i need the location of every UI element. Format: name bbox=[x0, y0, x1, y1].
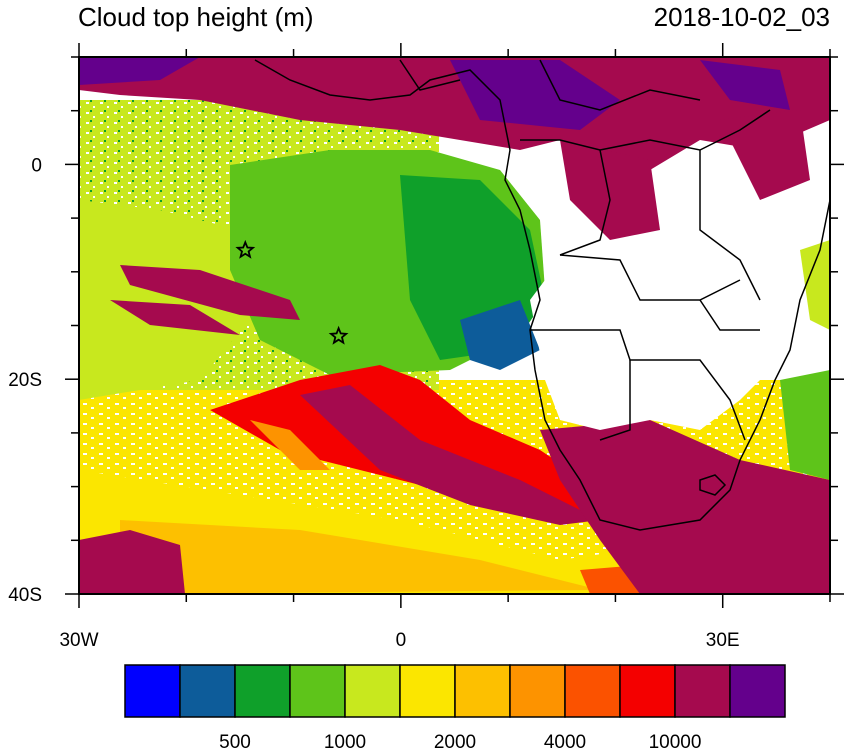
colorbar-label: 500 bbox=[219, 732, 251, 750]
axis-labels: 30W 0 30E 0 20S 40S bbox=[8, 155, 739, 651]
star-marker bbox=[328, 325, 349, 345]
axis-ticks bbox=[65, 43, 844, 608]
high-cloud-southeast bbox=[540, 420, 830, 594]
clear-sky-land bbox=[530, 260, 790, 430]
chart-title: Cloud top height (m) bbox=[78, 2, 314, 32]
colorbar-swatch bbox=[454, 664, 511, 718]
colorbar-label: 1000 bbox=[324, 732, 366, 750]
colorbar: 500 1000 2000 4000 10000 bbox=[124, 664, 786, 750]
colorbar-label: 10000 bbox=[649, 732, 702, 750]
colorbar-swatch bbox=[344, 664, 401, 718]
x-tick-label: 0 bbox=[396, 630, 407, 651]
colorbar-swatch bbox=[179, 664, 236, 718]
country-borders bbox=[254, 59, 830, 531]
colorbar-swatch bbox=[289, 664, 346, 718]
colorbar-label: 4000 bbox=[544, 732, 586, 750]
star-marker bbox=[235, 239, 256, 259]
x-tick-label: 30W bbox=[59, 630, 98, 651]
cloud-field bbox=[79, 57, 830, 594]
x-tick-label: 30E bbox=[706, 630, 740, 651]
colorbar-swatch bbox=[124, 664, 181, 718]
y-tick-label: 0 bbox=[31, 155, 42, 176]
colorbar-swatch bbox=[729, 664, 786, 718]
colorbar-swatch bbox=[619, 664, 676, 718]
colorbar-swatch bbox=[674, 664, 731, 718]
colorbar-swatch bbox=[399, 664, 456, 718]
marker-layer bbox=[235, 239, 349, 345]
y-tick-label: 20S bbox=[8, 370, 42, 391]
colorbar-swatch bbox=[509, 664, 566, 718]
colorbar-swatch bbox=[234, 664, 291, 718]
colorbar-swatch bbox=[564, 664, 621, 718]
colorbar-label: 2000 bbox=[434, 732, 476, 750]
timestamp: 2018-10-02_03 bbox=[653, 2, 830, 32]
y-tick-label: 40S bbox=[8, 585, 42, 606]
